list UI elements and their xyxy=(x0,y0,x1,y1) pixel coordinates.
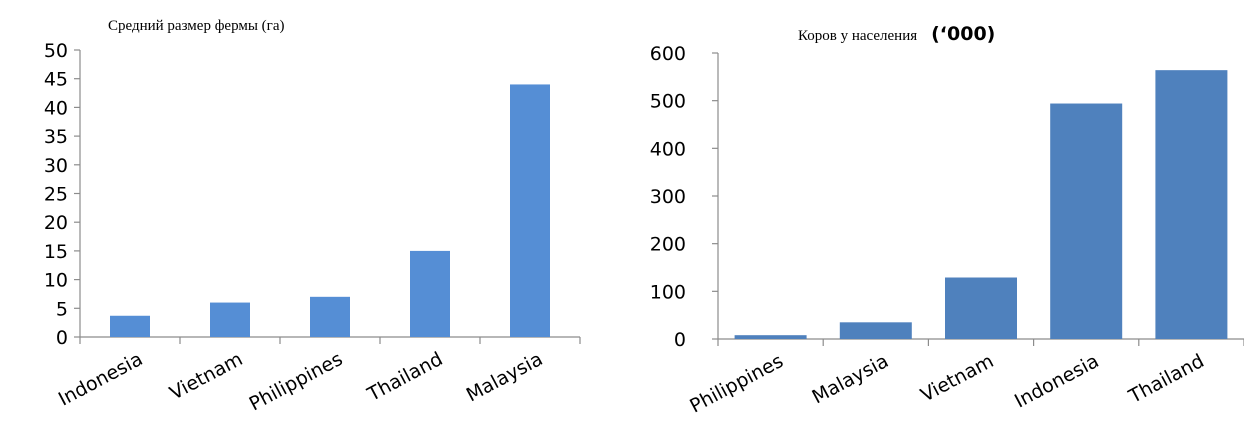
x-category-label: Indonesia xyxy=(55,348,146,411)
y-tick-label: 40 xyxy=(44,97,68,119)
y-tick-label: 0 xyxy=(56,327,68,349)
y-tick-label: 100 xyxy=(650,281,686,303)
y-tick-label: 25 xyxy=(44,184,68,206)
bar xyxy=(310,296,350,337)
y-tick-label: 400 xyxy=(650,138,686,160)
bar xyxy=(734,335,807,339)
y-tick-label: 5 xyxy=(56,298,68,320)
bar xyxy=(510,84,550,337)
bar xyxy=(1155,70,1228,339)
y-tick-label: 0 xyxy=(674,329,686,351)
bar xyxy=(945,277,1017,339)
x-category-label: Malaysia xyxy=(809,350,893,408)
bar xyxy=(410,250,450,337)
x-category-label: Vietnam xyxy=(917,350,997,407)
x-category-label: Indonesia xyxy=(1011,350,1102,413)
y-tick-label: 35 xyxy=(44,126,68,148)
y-tick-label: 30 xyxy=(44,155,68,177)
bar xyxy=(110,315,150,337)
chart-title-suffix: (‘000) xyxy=(931,23,995,45)
y-tick-label: 50 xyxy=(44,40,68,62)
y-tick-label: 15 xyxy=(44,241,68,263)
y-tick-label: 200 xyxy=(650,234,686,256)
x-category-label: Malaysia xyxy=(463,348,547,406)
y-tick-label: 10 xyxy=(44,270,68,292)
y-tick-label: 600 xyxy=(650,43,686,65)
y-tick-label: 20 xyxy=(44,212,68,234)
bar xyxy=(1050,103,1123,339)
bar xyxy=(210,302,250,337)
x-category-label: Thailand xyxy=(1124,350,1207,408)
cows-chart: Коров у населения (‘000) 0 100 200 300 400 50… xyxy=(650,23,1244,417)
x-category-label: Thailand xyxy=(363,348,446,406)
y-tick-label: 500 xyxy=(650,91,686,113)
y-tick-label: 300 xyxy=(650,186,686,208)
bar xyxy=(839,322,912,339)
chart-title: Коров у населения (‘000) xyxy=(798,23,995,45)
chart-title: Средний размер фермы (га) xyxy=(108,18,284,34)
x-category-label: Philippines xyxy=(246,348,347,415)
chart-title-main: Коров у населения xyxy=(798,28,917,44)
x-category-label: Philippines xyxy=(686,350,787,417)
x-category-label: Vietnam xyxy=(166,348,246,405)
farm-size-chart: Средний размер фермы (га) 0 5 10 15 20 25 30 35… xyxy=(44,18,581,415)
y-tick-label: 45 xyxy=(44,69,68,91)
